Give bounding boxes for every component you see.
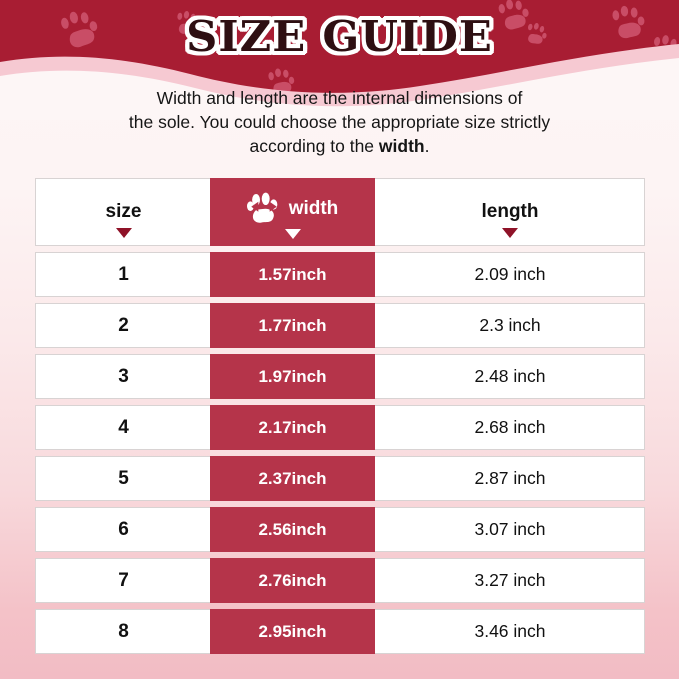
table-row: 7 2.76inch 3.27 inch xyxy=(35,558,645,603)
cell-size: 4 xyxy=(36,406,211,449)
table-row: 8 2.95inch 3.46 inch xyxy=(35,609,645,654)
cell-size-value: 7 xyxy=(118,569,129,591)
cell-length-value: 3.27 inch xyxy=(474,570,546,590)
cell-size-value: 4 xyxy=(118,416,129,438)
column-header-size[interactable]: size xyxy=(36,179,211,245)
description-line-3: according to the width. xyxy=(70,134,610,158)
cell-width-value: 2.95inch xyxy=(258,621,327,641)
column-header-width-label: width xyxy=(288,198,339,219)
column-header-width[interactable]: width xyxy=(210,178,375,246)
page-title: SIZE GUIDE xyxy=(186,12,493,61)
cell-length: 3.07 inch xyxy=(376,508,644,551)
cell-width-value: 1.97inch xyxy=(258,366,327,386)
chevron-down-icon xyxy=(502,228,518,238)
cell-length: 2.87 inch xyxy=(376,457,644,500)
cell-width-value: 2.56inch xyxy=(258,519,327,539)
cell-size-value: 5 xyxy=(118,467,129,489)
cell-size: 2 xyxy=(36,304,211,347)
description-line-3-post: . xyxy=(424,136,430,156)
cell-width-value: 2.17inch xyxy=(258,417,327,437)
size-guide-table: size xyxy=(35,178,645,660)
chevron-down-icon xyxy=(115,228,132,238)
description-line-1: Width and length are the internal dimens… xyxy=(156,88,523,108)
cell-size-value: 8 xyxy=(118,620,129,642)
column-header-length[interactable]: length xyxy=(376,179,644,245)
cell-size-value: 2 xyxy=(118,314,129,336)
cell-length-value: 3.07 inch xyxy=(474,519,546,539)
description-line-3-pre: according to the xyxy=(249,136,379,156)
cell-width: 2.56inch xyxy=(210,507,375,552)
cell-size: 6 xyxy=(36,508,211,551)
cell-width-value: 1.57inch xyxy=(258,264,327,284)
cell-length: 2.3 inch xyxy=(376,304,644,347)
cell-size: 1 xyxy=(36,253,211,296)
cell-size: 5 xyxy=(36,457,211,500)
column-header-length-label: length xyxy=(481,201,539,222)
cell-size-value: 6 xyxy=(118,518,129,540)
cell-size-value: 3 xyxy=(118,365,129,387)
cell-length: 3.46 inch xyxy=(376,610,644,653)
cell-length: 3.27 inch xyxy=(376,559,644,602)
cell-width: 2.76inch xyxy=(210,558,375,603)
description-line-2: the sole. You could choose the appropria… xyxy=(128,112,551,132)
table-row: 1 1.57inch 2.09 inch xyxy=(35,252,645,297)
table-row: 4 2.17inch 2.68 inch xyxy=(35,405,645,450)
cell-width-value: 2.76inch xyxy=(258,570,327,590)
description-emphasis-width: width xyxy=(378,136,425,156)
cell-width-value: 1.77inch xyxy=(258,315,327,335)
cell-length-value: 2.09 inch xyxy=(474,264,546,284)
description-text: Width and length are the internal dimens… xyxy=(70,86,610,158)
header-banner: SIZE GUIDE xyxy=(0,0,679,120)
cell-length-value: 2.68 inch xyxy=(474,417,546,437)
banner-background xyxy=(0,0,679,120)
column-header-size-label: size xyxy=(105,201,142,222)
cell-length: 2.09 inch xyxy=(376,253,644,296)
cell-size: 3 xyxy=(36,355,211,398)
cell-width-value: 2.37inch xyxy=(258,468,327,488)
cell-width: 1.77inch xyxy=(210,303,375,348)
table-row: 5 2.37inch 2.87 inch xyxy=(35,456,645,501)
cell-length: 2.68 inch xyxy=(376,406,644,449)
table-row: 2 1.77inch 2.3 inch xyxy=(35,303,645,348)
paw-width-icon xyxy=(246,192,278,223)
cell-length-value: 2.48 inch xyxy=(474,366,546,386)
cell-size: 8 xyxy=(36,610,211,653)
table-row: 6 2.56inch 3.07 inch xyxy=(35,507,645,552)
cell-width: 2.17inch xyxy=(210,405,375,450)
cell-length-value: 3.46 inch xyxy=(474,621,546,641)
wave-divider-cream xyxy=(0,58,679,120)
cell-size-value: 1 xyxy=(118,263,129,285)
table-row: 3 1.97inch 2.48 inch xyxy=(35,354,645,399)
cell-width: 1.57inch xyxy=(210,252,375,297)
cell-width: 2.95inch xyxy=(210,609,375,654)
cell-width: 2.37inch xyxy=(210,456,375,501)
chevron-down-icon xyxy=(284,229,301,239)
cell-length-value: 2.87 inch xyxy=(474,468,546,488)
cell-width: 1.97inch xyxy=(210,354,375,399)
cell-length: 2.48 inch xyxy=(376,355,644,398)
cell-length-value: 2.3 inch xyxy=(479,315,541,335)
table-header-row: size xyxy=(35,178,645,246)
cell-size: 7 xyxy=(36,559,211,602)
